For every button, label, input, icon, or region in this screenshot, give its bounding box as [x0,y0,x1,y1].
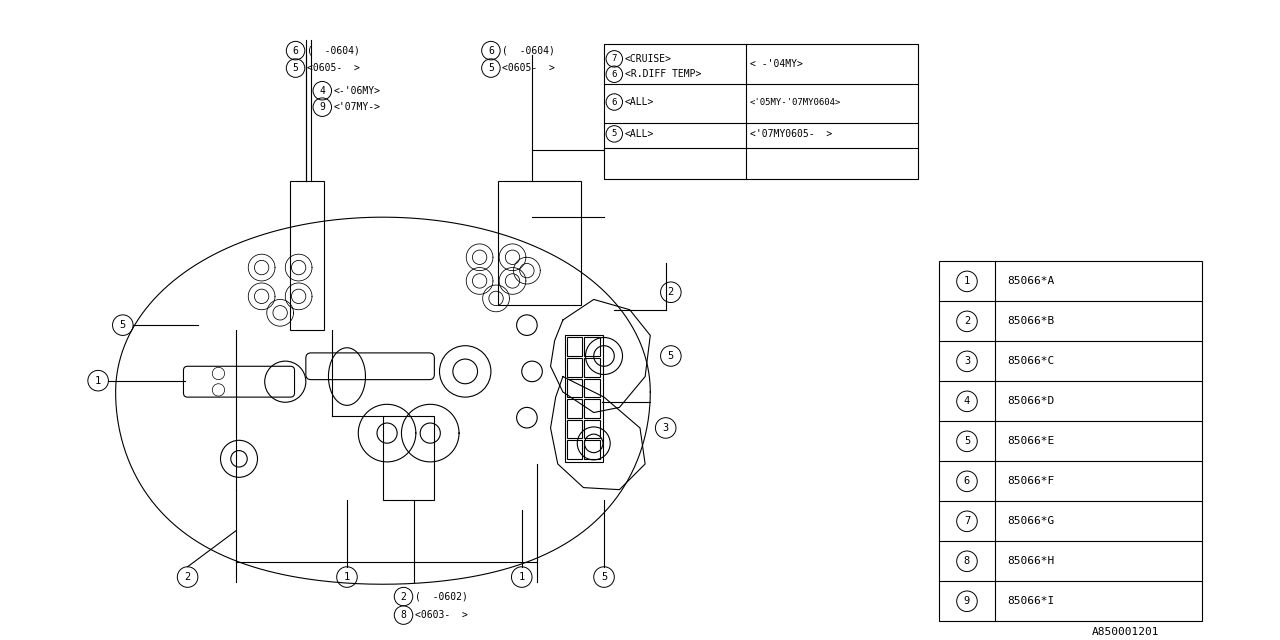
Text: 85066*H: 85066*H [1007,556,1055,566]
Bar [291,181,324,330]
Text: 6: 6 [964,476,970,486]
Bar [585,399,600,418]
Text: 5: 5 [120,320,125,330]
Text: 6: 6 [612,70,617,79]
Text: 85066*C: 85066*C [1007,356,1055,366]
Text: 1: 1 [95,376,101,386]
Text: <'07MY->: <'07MY-> [334,102,380,112]
Text: 1: 1 [518,572,525,582]
Text: 5: 5 [612,129,617,138]
Text: <'05MY-'07MY0604>: <'05MY-'07MY0604> [750,97,841,106]
Text: 4: 4 [319,86,325,96]
Text: 85066*I: 85066*I [1007,596,1055,606]
Text: 4: 4 [964,396,970,406]
Text: 85066*D: 85066*D [1007,396,1055,406]
Text: <0605-  >: <0605- > [307,63,360,73]
Text: 9: 9 [964,596,970,606]
Text: 85066*E: 85066*E [1007,436,1055,446]
Bar [604,44,918,179]
Text: <ALL>: <ALL> [625,97,654,107]
Text: 85066*A: 85066*A [1007,276,1055,286]
Text: (  -0604): ( -0604) [502,45,556,56]
Text: <'07MY0605-  >: <'07MY0605- > [750,129,832,139]
Text: (  -0602): ( -0602) [415,591,467,602]
Text: <-'06MY>: <-'06MY> [334,86,380,96]
Text: 6: 6 [293,45,298,56]
Text: <CRUISE>: <CRUISE> [625,54,672,64]
Bar [567,420,582,438]
Text: 2: 2 [184,572,191,582]
Text: A850001201: A850001201 [1092,627,1160,637]
Bar [567,399,582,418]
Text: 85066*G: 85066*G [1007,516,1055,526]
Text: <0605-  >: <0605- > [502,63,556,73]
Bar [585,358,600,376]
Text: 8: 8 [964,556,970,566]
Bar [585,420,600,438]
Bar [564,335,603,462]
Text: 2: 2 [668,287,675,297]
Text: 6: 6 [612,97,617,106]
Circle shape [212,384,224,396]
Text: 5: 5 [293,63,298,73]
Text: <ALL>: <ALL> [625,129,654,139]
Circle shape [212,367,224,380]
Bar [585,337,600,356]
Text: 8: 8 [401,610,407,620]
Text: 1: 1 [344,572,351,582]
Text: 85066*F: 85066*F [1007,476,1055,486]
Text: < -'04MY>: < -'04MY> [750,59,803,69]
Text: <R.DIFF TEMP>: <R.DIFF TEMP> [625,69,701,79]
Bar [567,440,582,459]
Bar [567,337,582,356]
Text: <0603-  >: <0603- > [415,610,467,620]
Text: 5: 5 [668,351,675,361]
Text: 3: 3 [663,423,669,433]
Text: 9: 9 [319,102,325,112]
Text: 7: 7 [964,516,970,526]
Bar [585,379,600,397]
Text: (  -0604): ( -0604) [307,45,360,56]
Bar [585,440,600,459]
Text: 85066*B: 85066*B [1007,316,1055,326]
Text: 7: 7 [612,54,617,63]
Text: 5: 5 [600,572,607,582]
Bar [940,261,1202,621]
Bar [498,181,581,305]
Text: 5: 5 [964,436,970,446]
Text: 5: 5 [488,63,494,73]
Text: 1: 1 [964,276,970,286]
Text: 2: 2 [964,316,970,326]
Text: 2: 2 [401,591,407,602]
Text: 3: 3 [964,356,970,366]
Text: 6: 6 [488,45,494,56]
Bar [383,415,434,500]
Bar [567,379,582,397]
Bar [567,358,582,376]
